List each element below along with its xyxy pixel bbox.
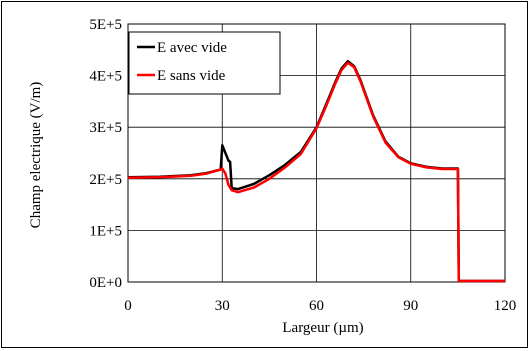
y-axis-ticks: 0E+0 1E+5 2E+5 3E+5 4E+5 5E+5	[89, 17, 122, 291]
legend-label-avec-vide: E avec vide	[157, 40, 227, 56]
x-tick-label: 90	[403, 298, 418, 314]
legend-box	[128, 31, 281, 95]
x-tick-label: 120	[494, 298, 517, 314]
legend-label-sans-vide: E sans vide	[157, 68, 226, 84]
plot-area	[127, 23, 506, 283]
x-axis-label: Largeur (µm)	[282, 320, 363, 336]
x-tick-label: 0	[124, 298, 132, 314]
y-tick-label: 1E+5	[89, 223, 122, 239]
y-tick-label: 3E+5	[89, 120, 122, 136]
y-tick-label: 5E+5	[89, 17, 122, 33]
legend: E avec vide E sans vide	[128, 31, 281, 95]
x-tick-label: 30	[215, 298, 230, 314]
x-axis-ticks: 0 30 60 90 120	[124, 298, 516, 314]
series-lines	[127, 59, 505, 283]
y-tick-label: 0E+0	[89, 275, 122, 291]
y-axis-label: Champ electrique (V/m)	[28, 82, 44, 229]
y-tick-label: 2E+5	[89, 172, 122, 188]
series-line-1	[127, 61, 505, 283]
x-tick-label: 60	[309, 298, 324, 314]
y-tick-label: 4E+5	[89, 69, 122, 85]
